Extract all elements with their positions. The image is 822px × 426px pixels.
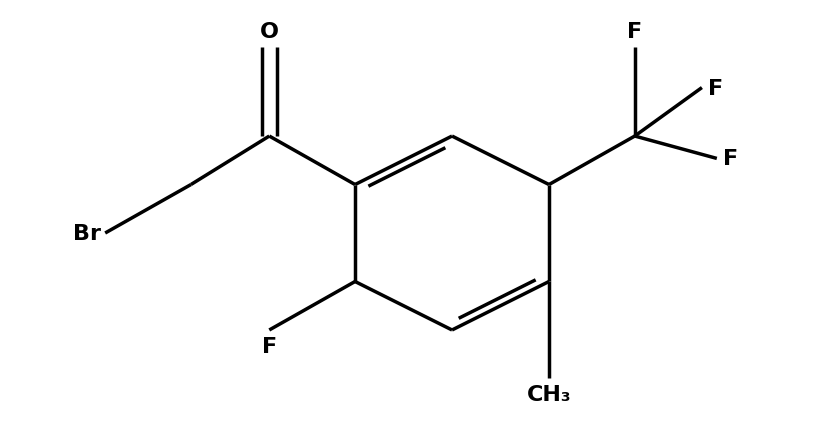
Text: F: F	[723, 149, 738, 169]
Text: F: F	[261, 336, 277, 356]
Text: F: F	[708, 78, 723, 98]
Text: O: O	[260, 22, 279, 41]
Text: Br: Br	[73, 224, 101, 243]
Text: CH₃: CH₃	[527, 385, 571, 404]
Text: F: F	[627, 22, 642, 41]
